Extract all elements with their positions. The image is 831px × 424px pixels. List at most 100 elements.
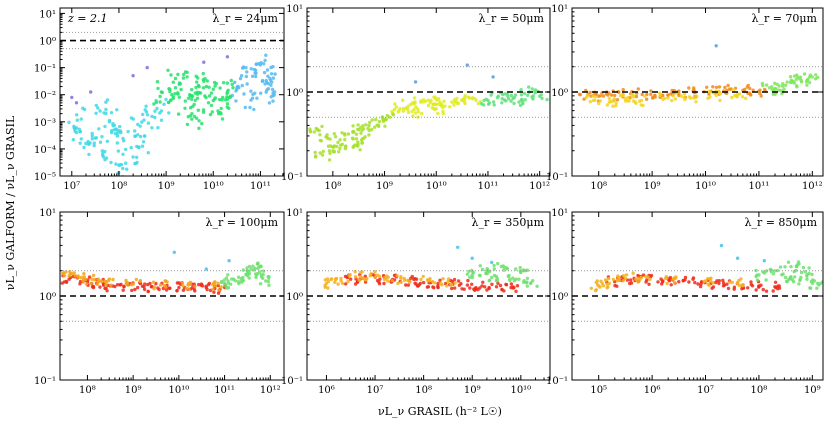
point — [695, 94, 699, 98]
point — [93, 278, 97, 282]
point — [135, 155, 139, 159]
x-tick-label: 10⁹ — [158, 181, 175, 192]
scatter-points — [577, 44, 820, 108]
point — [158, 100, 162, 104]
point — [109, 111, 114, 115]
panel-6: 10⁵ 10⁶ 10⁷ 10⁸ 10⁹ 10⁻¹ 10⁰ 10¹ λ_r = 850μm — [546, 208, 824, 396]
point — [761, 287, 765, 292]
point — [339, 279, 343, 283]
point — [525, 280, 529, 284]
point — [254, 275, 258, 280]
point — [644, 280, 648, 284]
point — [500, 97, 504, 101]
point — [204, 267, 208, 271]
point — [808, 73, 813, 77]
point — [118, 163, 122, 167]
point — [786, 260, 791, 264]
panel-1: 10⁷ 10⁸ 10⁹ 10¹⁰ 10¹¹ 10⁻⁵ 10⁻⁴ 10⁻³ 10⁻² 10⁻¹ 10⁰… — [34, 7, 285, 192]
point — [79, 137, 84, 141]
point — [105, 98, 110, 102]
point — [190, 117, 194, 121]
point — [100, 149, 105, 153]
point — [505, 92, 510, 97]
point — [773, 269, 777, 273]
point — [588, 90, 592, 95]
point — [414, 105, 418, 109]
point — [433, 102, 437, 106]
point — [121, 136, 125, 141]
point — [207, 281, 212, 286]
point — [248, 105, 252, 110]
point — [421, 274, 425, 279]
point — [361, 127, 366, 131]
point — [347, 274, 351, 278]
point — [370, 118, 374, 122]
point — [219, 106, 223, 111]
point — [453, 100, 457, 104]
point — [410, 109, 414, 114]
point — [517, 277, 521, 281]
point — [669, 283, 673, 287]
panel-title: λ_r = 850μm — [744, 216, 817, 229]
point — [273, 72, 277, 76]
point — [197, 126, 201, 130]
point — [670, 98, 674, 103]
point — [173, 92, 177, 96]
point — [258, 264, 263, 268]
point — [230, 82, 234, 87]
point — [377, 124, 381, 129]
point — [406, 110, 411, 115]
point — [638, 277, 642, 282]
point — [269, 72, 274, 76]
point — [204, 84, 209, 89]
point — [333, 280, 337, 284]
point — [420, 111, 424, 116]
point — [474, 98, 478, 103]
point — [463, 97, 467, 102]
point — [146, 289, 150, 294]
point — [226, 273, 230, 277]
point — [390, 109, 394, 114]
point — [382, 117, 387, 122]
point — [194, 116, 199, 120]
point — [691, 276, 696, 280]
point — [740, 283, 744, 287]
point — [478, 273, 482, 278]
point — [254, 74, 258, 79]
point — [647, 282, 651, 286]
point — [470, 256, 474, 260]
point — [152, 285, 157, 289]
point — [357, 278, 361, 282]
point — [156, 86, 160, 91]
point — [459, 282, 463, 286]
point — [145, 113, 150, 117]
point — [204, 284, 208, 288]
point — [249, 67, 253, 71]
point — [651, 96, 655, 100]
point — [245, 266, 249, 270]
point — [445, 284, 449, 288]
point — [74, 126, 79, 130]
point — [631, 99, 636, 103]
point — [129, 116, 134, 120]
point — [152, 102, 156, 106]
point — [491, 100, 496, 104]
point — [601, 94, 606, 98]
point — [460, 98, 464, 102]
point — [116, 131, 120, 135]
y-tick-label: 10¹ — [286, 208, 303, 219]
point — [121, 166, 125, 171]
point — [225, 95, 229, 99]
point — [771, 272, 776, 276]
point — [526, 93, 530, 97]
point — [340, 131, 344, 135]
point — [271, 76, 276, 80]
point — [714, 44, 718, 48]
point — [452, 277, 457, 282]
point — [180, 281, 185, 285]
point — [748, 93, 753, 97]
point — [476, 287, 480, 292]
point — [87, 275, 92, 279]
point — [358, 148, 362, 152]
point — [75, 113, 79, 117]
